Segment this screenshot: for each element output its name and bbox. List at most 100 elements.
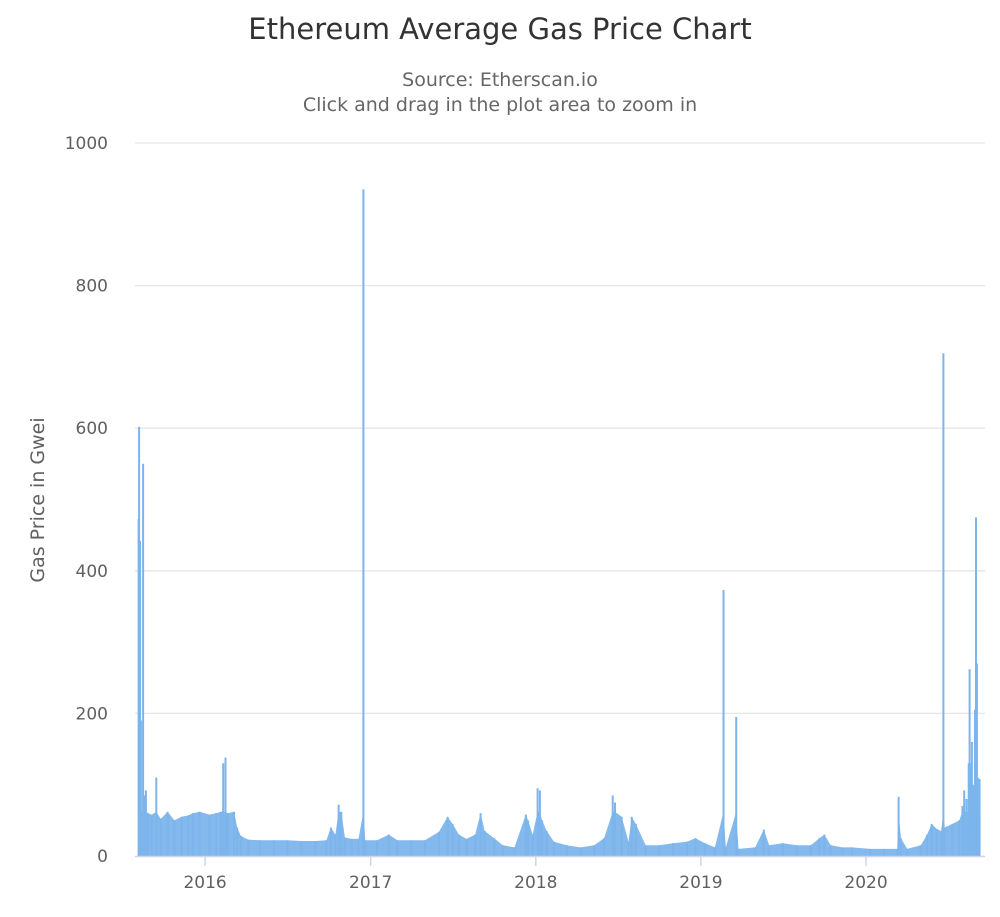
data-point-bar[interactable] xyxy=(286,840,289,856)
data-point-bar[interactable] xyxy=(143,795,145,856)
data-point-bar[interactable] xyxy=(362,189,365,857)
data-point-bar[interactable] xyxy=(694,838,697,856)
data-point-bar[interactable] xyxy=(627,841,630,856)
data-point-bar[interactable] xyxy=(147,813,150,856)
data-point-bar[interactable] xyxy=(314,841,317,856)
data-point-bar[interactable] xyxy=(247,839,250,856)
data-point-bar[interactable] xyxy=(722,590,725,856)
data-point-bar[interactable] xyxy=(446,816,449,856)
data-point-bar[interactable] xyxy=(672,843,675,856)
data-point-bar[interactable] xyxy=(735,717,738,856)
data-point-bar[interactable] xyxy=(222,763,225,856)
data-point-bar[interactable] xyxy=(139,540,141,856)
data-point-bar[interactable] xyxy=(965,799,968,856)
data-point-bar[interactable] xyxy=(961,806,964,856)
data-point-bar[interactable] xyxy=(198,811,201,856)
data-point-bar[interactable] xyxy=(300,841,303,856)
data-point-bar[interactable] xyxy=(187,815,190,856)
data-point-bar[interactable] xyxy=(155,777,158,856)
data-point-bar[interactable] xyxy=(565,845,568,856)
data-point-bar[interactable] xyxy=(975,663,978,857)
data-point-bar[interactable] xyxy=(620,816,623,856)
data-point-bar[interactable] xyxy=(579,847,582,856)
data-point-bar[interactable] xyxy=(897,796,900,856)
data-point-bar[interactable] xyxy=(474,834,477,856)
data-point-bar[interactable] xyxy=(334,834,337,856)
data-point-bar[interactable] xyxy=(968,669,971,856)
data-point-bar[interactable] xyxy=(387,834,390,856)
data-point-bar[interactable] xyxy=(704,843,706,856)
data-point-bar[interactable] xyxy=(531,834,534,856)
data-point-bar[interactable] xyxy=(829,845,832,856)
data-point-bar[interactable] xyxy=(685,841,688,856)
data-point-bar[interactable] xyxy=(552,841,555,856)
data-point-bar[interactable] xyxy=(258,840,261,856)
data-point-bar[interactable] xyxy=(144,790,147,856)
data-point-bar[interactable] xyxy=(343,837,346,857)
data-point-bar[interactable] xyxy=(919,845,922,856)
data-point-bar[interactable] xyxy=(272,840,275,856)
data-point-bar[interactable] xyxy=(869,848,872,856)
data-point-bar[interactable] xyxy=(940,831,943,856)
data-point-bar[interactable] xyxy=(935,828,938,856)
data-point-bar[interactable] xyxy=(883,848,886,856)
data-point-bar[interactable] xyxy=(350,838,353,856)
data-point-bar[interactable] xyxy=(357,838,360,856)
data-point-bar[interactable] xyxy=(781,843,784,856)
data-point-bar[interactable] xyxy=(611,795,614,856)
data-point-bar[interactable] xyxy=(768,845,771,856)
data-point-bar[interactable] xyxy=(536,788,539,856)
data-point-bar[interactable] xyxy=(978,779,981,856)
data-point-bar[interactable] xyxy=(630,816,633,856)
data-point-bar[interactable] xyxy=(737,848,740,856)
data-point-bar[interactable] xyxy=(926,834,929,856)
data-point-bar[interactable] xyxy=(634,823,637,856)
data-point-bar[interactable] xyxy=(658,845,661,856)
data-point-bar[interactable] xyxy=(239,836,242,856)
data-point-bar[interactable] xyxy=(219,811,222,856)
data-point-bar[interactable] xyxy=(614,802,616,857)
data-point-bar[interactable] xyxy=(823,834,826,856)
data-point-bar[interactable] xyxy=(465,838,468,856)
data-point-bar[interactable] xyxy=(713,847,716,856)
data-point-bar[interactable] xyxy=(215,813,217,856)
data-point-bar[interactable] xyxy=(754,847,757,856)
data-point-bar[interactable] xyxy=(451,823,454,856)
data-point-bar[interactable] xyxy=(159,818,162,856)
data-point-bar[interactable] xyxy=(976,777,979,856)
data-point-bar[interactable] xyxy=(513,847,516,856)
data-point-bar[interactable] xyxy=(762,829,765,856)
data-point-bar[interactable] xyxy=(226,813,229,856)
data-point-bar[interactable] xyxy=(942,353,945,856)
data-point-bar[interactable] xyxy=(972,784,975,856)
data-point-bar[interactable] xyxy=(795,845,798,856)
data-point-bar[interactable] xyxy=(396,840,399,856)
data-point-bar[interactable] xyxy=(233,811,236,856)
data-point-bar[interactable] xyxy=(593,845,596,856)
data-point-bar[interactable] xyxy=(139,720,142,857)
data-point-bar[interactable] xyxy=(896,848,899,856)
data-point-bar[interactable] xyxy=(524,814,527,856)
data-point-bar[interactable] xyxy=(906,848,909,856)
data-point-bar[interactable] xyxy=(325,840,328,856)
data-point-bar[interactable] xyxy=(173,820,176,856)
data-point-bar[interactable] xyxy=(970,741,973,856)
data-point-bar[interactable] xyxy=(483,831,486,856)
data-point-bar[interactable] xyxy=(818,838,821,856)
data-point-bar[interactable] xyxy=(963,790,966,856)
data-point-bar[interactable] xyxy=(501,845,504,856)
data-point-bar[interactable] xyxy=(644,845,647,856)
data-point-bar[interactable] xyxy=(410,840,413,856)
data-point-bar[interactable] xyxy=(479,813,482,856)
data-point-bar[interactable] xyxy=(150,814,153,856)
data-point-bar[interactable] xyxy=(438,831,440,856)
data-point-bar[interactable] xyxy=(809,845,812,856)
data-point-bar[interactable] xyxy=(236,827,239,857)
data-point-bar[interactable] xyxy=(851,847,853,856)
data-point-bar[interactable] xyxy=(951,823,954,856)
data-point-bar[interactable] xyxy=(899,838,902,856)
data-point-bar[interactable] xyxy=(724,847,727,856)
data-point-bar[interactable] xyxy=(545,831,548,856)
data-point-bar[interactable] xyxy=(166,811,169,856)
